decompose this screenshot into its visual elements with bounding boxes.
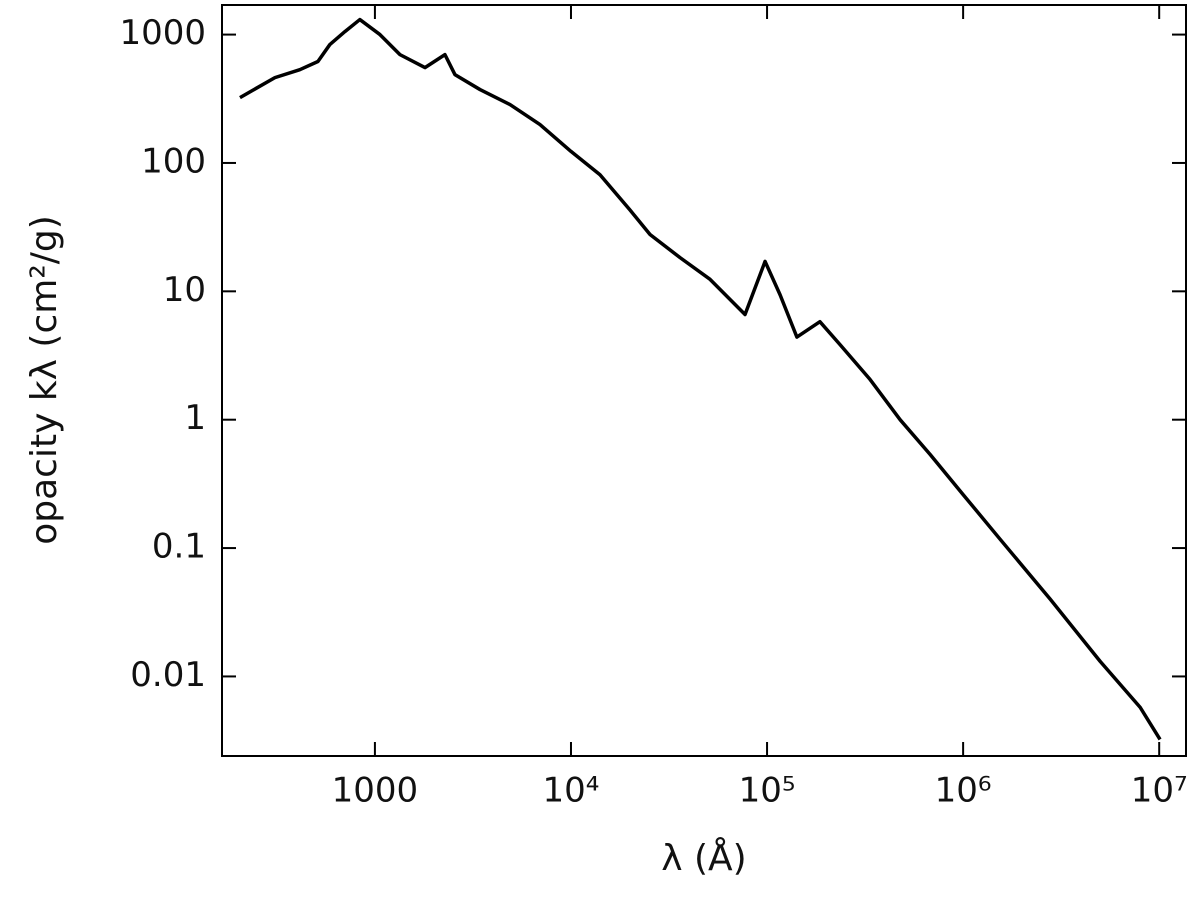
y-tick-label: 10 [163,270,206,310]
y-tick-label: 100 [141,141,206,181]
y-tick-label: 1 [184,398,206,438]
y-tick-label: 1000 [119,13,206,53]
x-tick-label: 1000 [332,771,419,811]
y-axis-label: opacity kλ (cm²/g) [24,215,65,545]
x-tick-label: 10⁴ [543,771,600,811]
x-axis-label: λ (Å) [661,836,746,879]
data-line [239,17,1162,741]
x-tick-label: 10⁵ [739,771,796,811]
plot-frame [221,4,1187,757]
y-tick-label: 0.01 [130,655,206,695]
x-tick-label: 10⁷ [1131,771,1188,811]
x-tick-label: 10⁶ [935,771,992,811]
y-tick-label: 0.1 [152,527,206,567]
